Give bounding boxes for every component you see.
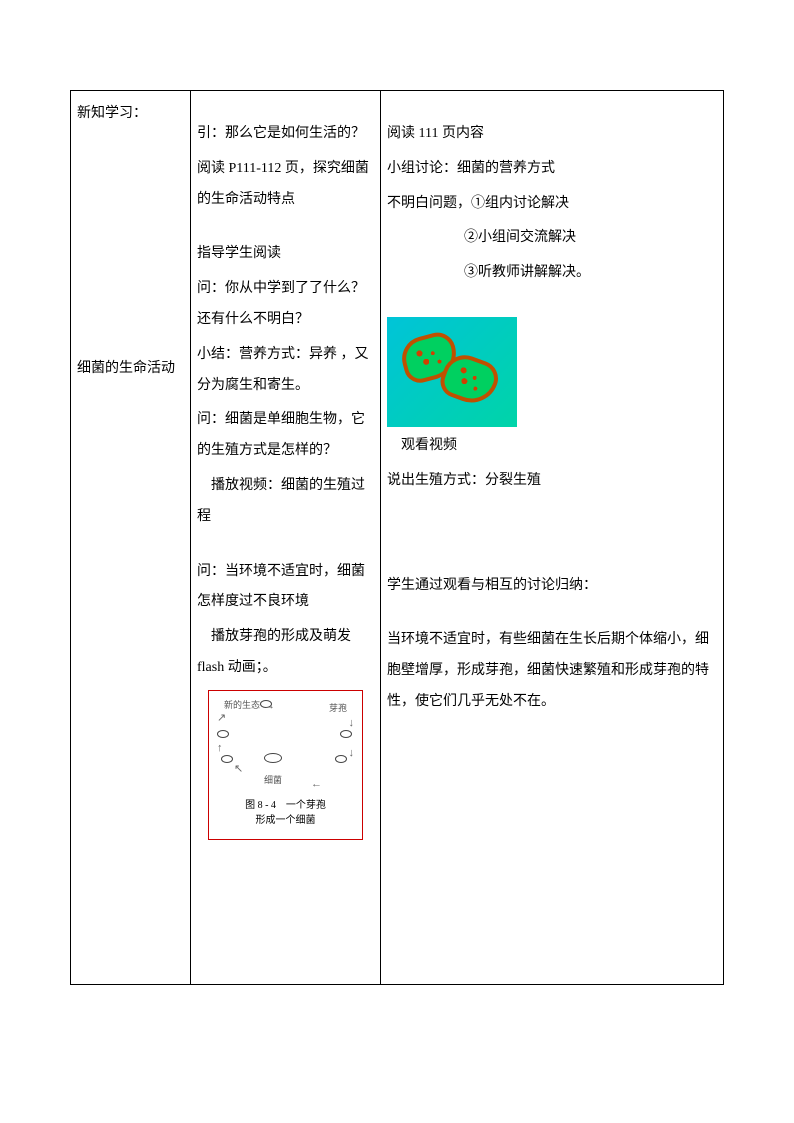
teacher-text: 播放芽孢的形成及萌发flash 动画；。	[197, 622, 374, 684]
student-text: 不明白问题，①组内讨论解决	[387, 189, 717, 220]
teacher-text: 播放视频：细菌的生殖过程	[197, 471, 374, 533]
topic-label: 新知学习：	[77, 99, 184, 130]
teacher-text: 引：那么它是如何生活的？	[197, 119, 374, 150]
bacteria-image	[387, 317, 517, 427]
student-text: 学生通过观看与相互的讨论归纳：	[387, 571, 717, 602]
teacher-text: 问：你从中学到了了什么？还有什么不明白？	[197, 274, 374, 336]
table-row: 新知学习： 细菌的生命活动 引：那么它是如何生活的？ 阅读 P111-112 页…	[71, 91, 724, 985]
column-topic: 新知学习： 细菌的生命活动	[71, 91, 191, 985]
column-student: 阅读 111 页内容 小组讨论：细菌的营养方式 不明白问题，①组内讨论解决 ②小…	[381, 91, 724, 985]
topic-section: 细菌的生命活动	[77, 354, 184, 385]
lesson-table: 新知学习： 细菌的生命活动 引：那么它是如何生活的？ 阅读 P111-112 页…	[70, 90, 724, 985]
student-text: 小组讨论：细菌的营养方式	[387, 154, 717, 185]
teacher-text: 指导学生阅读	[197, 239, 374, 270]
student-text: 当环境不适宜时，有些细菌在生长后期个体缩小，细胞壁增厚，形成芽孢，细菌快速繁殖和…	[387, 625, 717, 717]
teacher-text: 问：细菌是单细胞生物，它的生殖方式是怎样的？	[197, 405, 374, 467]
teacher-text: 阅读 P111-112 页，探究细菌的生命活动特点	[197, 154, 374, 216]
teacher-text: 小结：营养方式：异养 ，又分为腐生和寄生。	[197, 340, 374, 402]
student-text: ②小组间交流解决	[387, 223, 717, 254]
spore-cycle-diagram: 新的生态 芽孢 细菌 → ↓ ↓ ← ↖ ↑ ↗ 图 8 - 4 一个芽孢	[208, 690, 363, 840]
student-text: 说出生殖方式：分裂生殖	[387, 466, 717, 497]
student-text: ③听教师讲解解决。	[387, 258, 717, 289]
column-teacher: 引：那么它是如何生活的？ 阅读 P111-112 页，探究细菌的生命活动特点 指…	[191, 91, 381, 985]
diagram-caption: 图 8 - 4 一个芽孢 形成一个细菌	[209, 796, 362, 828]
student-text: 观看视频	[387, 431, 717, 462]
teacher-text: 问：当环境不适宜时，细菌怎样度过不良环境	[197, 557, 374, 619]
student-text: 阅读 111 页内容	[387, 119, 717, 150]
